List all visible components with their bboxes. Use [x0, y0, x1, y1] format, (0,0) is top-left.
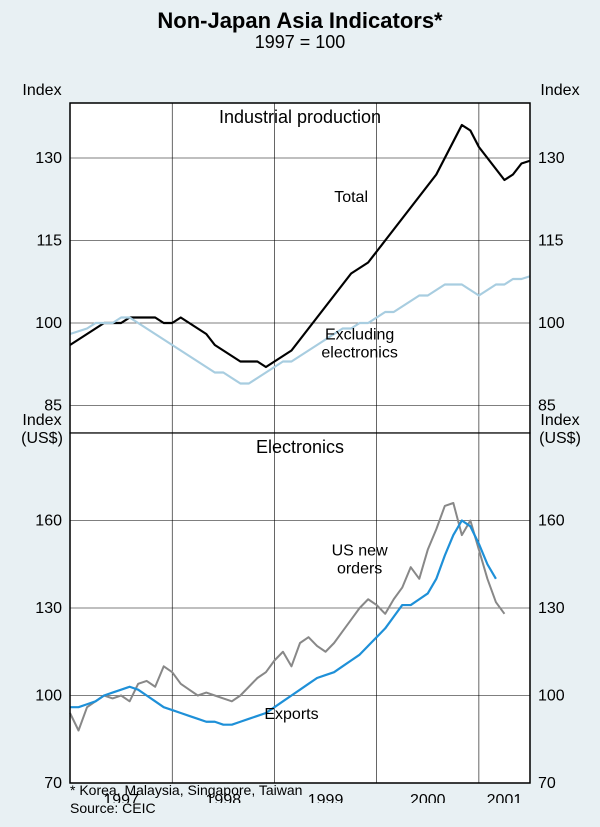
footnote-line-1: * Korea, Malaysia, Singapore, Taiwan [70, 781, 302, 799]
svg-text:orders: orders [337, 561, 382, 578]
svg-text:Industrial production: Industrial production [219, 107, 381, 127]
chart-title: Non-Japan Asia Indicators* [0, 0, 600, 34]
svg-text:100: 100 [35, 688, 62, 705]
chart-container: Non-Japan Asia Indicators* 1997 = 100 85… [0, 0, 600, 827]
svg-text:Index: Index [22, 412, 61, 429]
svg-text:160: 160 [35, 513, 62, 530]
svg-text:115: 115 [36, 233, 62, 250]
svg-text:Index: Index [540, 82, 579, 99]
svg-text:100: 100 [538, 315, 565, 332]
svg-text:Electronics: Electronics [256, 437, 344, 457]
svg-text:Total: Total [334, 189, 368, 206]
svg-text:130: 130 [35, 150, 62, 167]
svg-text:(US$): (US$) [21, 430, 63, 447]
svg-text:160: 160 [538, 513, 565, 530]
footnote-line-2: Source: CEIC [70, 799, 302, 817]
svg-text:2001: 2001 [487, 792, 523, 803]
chart-footnote: * Korea, Malaysia, Singapore, Taiwan Sou… [70, 781, 302, 817]
svg-text:electronics: electronics [321, 345, 397, 362]
svg-text:100: 100 [35, 315, 62, 332]
svg-text:2000: 2000 [410, 792, 446, 803]
svg-text:(US$): (US$) [539, 430, 581, 447]
svg-text:130: 130 [538, 600, 565, 617]
svg-text:130: 130 [538, 150, 565, 167]
svg-text:Excluding: Excluding [325, 327, 394, 344]
svg-text:70: 70 [538, 775, 556, 792]
svg-text:1999: 1999 [308, 792, 344, 803]
svg-text:115: 115 [538, 233, 564, 250]
svg-text:Index: Index [22, 82, 61, 99]
svg-text:100: 100 [538, 688, 565, 705]
svg-text:70: 70 [44, 775, 62, 792]
chart-subtitle: 1997 = 100 [0, 32, 600, 53]
svg-text:Exports: Exports [264, 706, 318, 723]
svg-text:US new: US new [332, 543, 388, 560]
svg-text:Index: Index [540, 412, 579, 429]
svg-text:130: 130 [35, 600, 62, 617]
chart-svg: 8585100100115115130130TotalExcludingelec… [0, 53, 600, 803]
